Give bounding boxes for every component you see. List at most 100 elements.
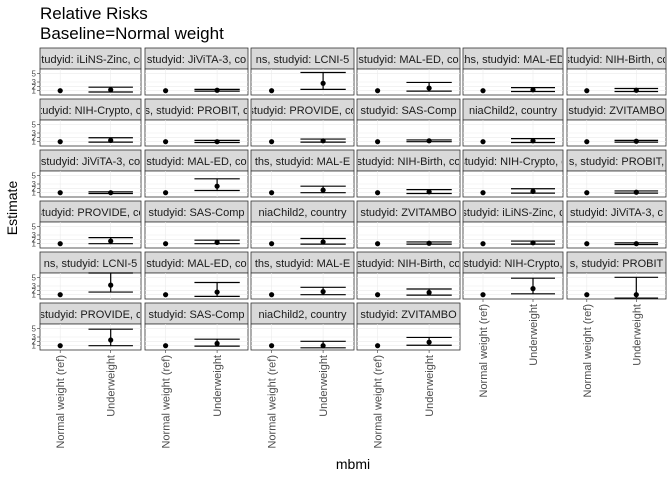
estimate-point	[530, 188, 536, 194]
estimate-point	[584, 88, 590, 94]
x-tick-label: Normal weight (ref)	[267, 355, 279, 449]
estimate-point	[108, 137, 114, 143]
facet-strip-label: studyid: NIH-Crypto, c	[459, 156, 567, 168]
y-tick-label: 3	[32, 333, 37, 342]
facet-strip-label: studyid: iLiNS-Zinc, co	[36, 54, 145, 66]
x-tick-label: Normal weight (ref)	[161, 355, 173, 449]
y-tick-label: 3	[32, 78, 37, 87]
y-tick-label: 2	[32, 286, 37, 295]
facet-strip-label: studyid: NIH-Birth, co	[357, 258, 461, 270]
y-tick-label: 5	[32, 69, 37, 78]
y-tick-label: 1	[32, 291, 37, 300]
estimate-point	[530, 138, 536, 144]
estimate-point	[530, 87, 536, 93]
facet-strip-label: studyid: NIH-Crypto, co	[34, 105, 148, 117]
facet-strip-label: ns, studyid: LCNI-5	[44, 258, 138, 270]
estimate-point	[163, 343, 169, 349]
x-tick-label: Underweight	[318, 355, 330, 417]
facet-strip-label: studyid: PROVIDE, co	[36, 207, 144, 219]
estimate-point	[57, 88, 63, 94]
x-tick-label: Underweight	[528, 304, 540, 366]
y-tick-label: 1	[32, 342, 37, 351]
facet-strip-label: studyid: SAS-Comp	[149, 207, 245, 219]
facet-strip-label: studyid: NIH-Crypto,	[463, 258, 562, 270]
facet-strip-label: s, studyid: PROBIT	[570, 258, 664, 270]
estimate-point	[163, 88, 169, 94]
facet-strip-label: studyid: NIH-Birth, co	[357, 156, 461, 168]
facet-strip-label: ns, studyid: LCNI-5	[256, 54, 350, 66]
x-tick-label: Underweight	[424, 355, 436, 417]
facet-strip-label: studyid: ZVITAMBO	[360, 309, 457, 321]
y-tick-label: 1	[32, 138, 37, 147]
estimate-point	[320, 138, 326, 144]
facet-strip-label: studyid: ZVITAMBO	[360, 207, 457, 219]
y-tick-label: 3	[32, 180, 37, 189]
estimate-point	[108, 238, 114, 244]
estimate-point	[584, 292, 590, 298]
facet-strip-label: studyid: MAL-ED, co	[146, 258, 246, 270]
facet-strip-label: studyid: MAL-ED, co	[146, 156, 246, 168]
estimate-point	[108, 337, 114, 343]
estimate-point	[108, 87, 114, 93]
facet-strip-label: studyid: JiViTA-3, co	[41, 156, 140, 168]
estimate-point	[375, 139, 381, 145]
estimate-point	[320, 80, 326, 86]
estimate-point	[375, 190, 381, 196]
facet-strip-label: studyid: SAS-Comp	[149, 309, 245, 321]
x-tick-label: Underweight	[631, 304, 643, 366]
y-tick-label: 5	[32, 222, 37, 231]
facet-strip-label: s, studyid: PROBIT, c	[145, 105, 249, 117]
estimate-point	[426, 189, 432, 195]
estimate-point	[480, 139, 486, 145]
y-tick-label: 5	[32, 171, 37, 180]
estimate-point	[57, 139, 63, 145]
estimate-point	[320, 343, 326, 349]
x-tick-label: Underweight	[212, 355, 224, 417]
x-tick-label: Underweight	[106, 355, 118, 417]
y-tick-label: 2	[32, 337, 37, 346]
facet-strip-label: studyid: ZVITAMBO	[568, 105, 665, 117]
estimate-point	[530, 286, 536, 292]
y-axis-title: Estimate	[4, 181, 20, 236]
estimate-point	[163, 139, 169, 145]
y-tick-label: 1	[32, 87, 37, 96]
estimate-point	[214, 289, 220, 295]
facet-strip-label: ths, studyid: MAL-E	[255, 258, 350, 270]
estimate-point	[214, 239, 220, 245]
chart-title: Relative Risks	[40, 4, 148, 23]
estimate-point	[584, 190, 590, 196]
estimate-point	[584, 241, 590, 247]
estimate-point	[633, 138, 639, 144]
estimate-point	[269, 139, 275, 145]
estimate-point	[480, 241, 486, 247]
facet-strip-label: studyid: NIH-Birth, co	[565, 54, 669, 66]
estimate-point	[269, 292, 275, 298]
estimate-point	[269, 343, 275, 349]
facet-strip-label: studyid: PROVIDE, c	[39, 309, 142, 321]
estimate-point	[269, 190, 275, 196]
y-tick-label: 1	[32, 189, 37, 198]
estimate-point	[57, 190, 63, 196]
y-tick-label: 2	[32, 133, 37, 142]
y-tick-label: 5	[32, 273, 37, 282]
facet-strip-label: s, studyid: PROBIT,	[569, 156, 664, 168]
estimate-point	[320, 289, 326, 295]
y-tick-label: 2	[32, 235, 37, 244]
estimate-point	[480, 88, 486, 94]
x-axis-title: mbmi	[336, 456, 370, 472]
y-tick-label: 2	[32, 184, 37, 193]
estimate-point	[320, 239, 326, 245]
estimate-point	[163, 190, 169, 196]
estimate-point	[375, 343, 381, 349]
estimate-point	[269, 88, 275, 94]
estimate-point	[426, 339, 432, 345]
y-tick-label: 5	[32, 120, 37, 129]
estimate-point	[633, 189, 639, 195]
facet-strip-label: studyid: MAL-ED, co	[358, 54, 458, 66]
facet-strip-label: ths, studyid: MAL-ED	[461, 54, 564, 66]
chart-title-block: Relative Risks Baseline=Normal weight	[40, 4, 224, 44]
y-tick-label: 5	[32, 324, 37, 333]
facet-strip-label: studyid: JiViTA-3, c	[570, 207, 664, 219]
estimate-point	[163, 241, 169, 247]
estimate-point	[375, 88, 381, 94]
